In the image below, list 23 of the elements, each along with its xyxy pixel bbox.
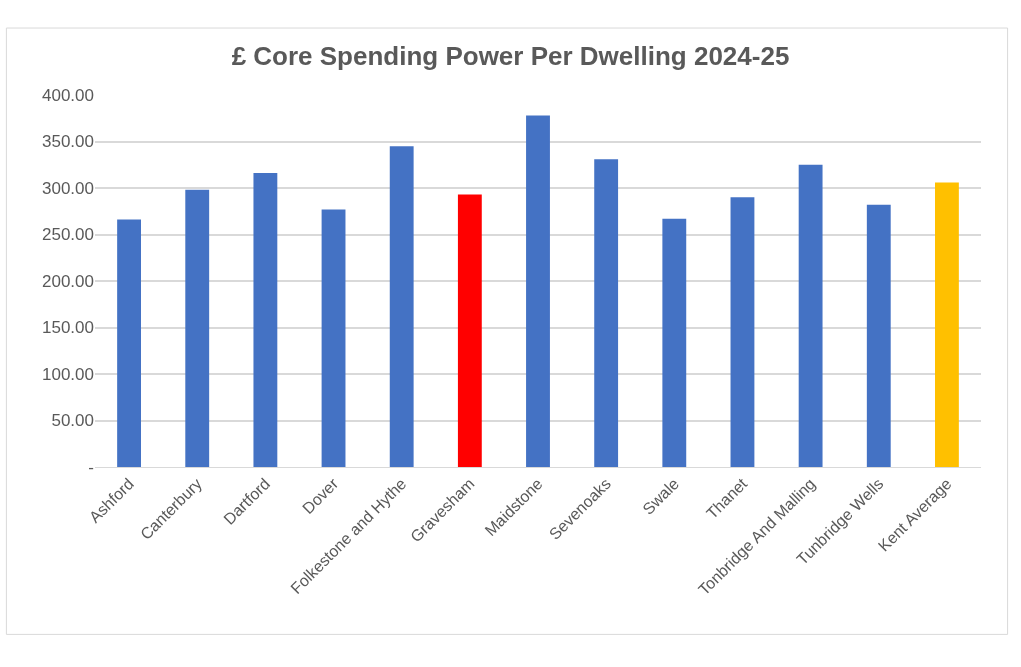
y-tick-label: 50.00 xyxy=(51,411,94,431)
bar xyxy=(935,182,959,467)
y-tick-label: 400.00 xyxy=(42,85,94,105)
bar xyxy=(730,197,755,467)
y-tick-label: 200.00 xyxy=(42,271,94,291)
y-tick-label: - xyxy=(88,457,94,477)
y-tick-label: 150.00 xyxy=(42,318,94,338)
bar xyxy=(798,164,823,467)
bar xyxy=(185,189,210,467)
bar xyxy=(457,194,482,467)
bar xyxy=(594,159,619,467)
bar xyxy=(389,146,414,467)
chart-title: £ Core Spending Power Per Dwelling 2024-25 xyxy=(231,40,790,71)
y-tick-label: 300.00 xyxy=(42,178,94,198)
bar xyxy=(117,219,141,467)
bar xyxy=(662,218,687,467)
bar xyxy=(526,115,550,467)
y-tick-label: 100.00 xyxy=(42,364,94,384)
bar xyxy=(321,209,346,467)
y-tick-label: 350.00 xyxy=(42,132,94,152)
y-tick-label: 250.00 xyxy=(42,225,94,245)
bar xyxy=(253,173,278,467)
bar xyxy=(866,204,891,467)
